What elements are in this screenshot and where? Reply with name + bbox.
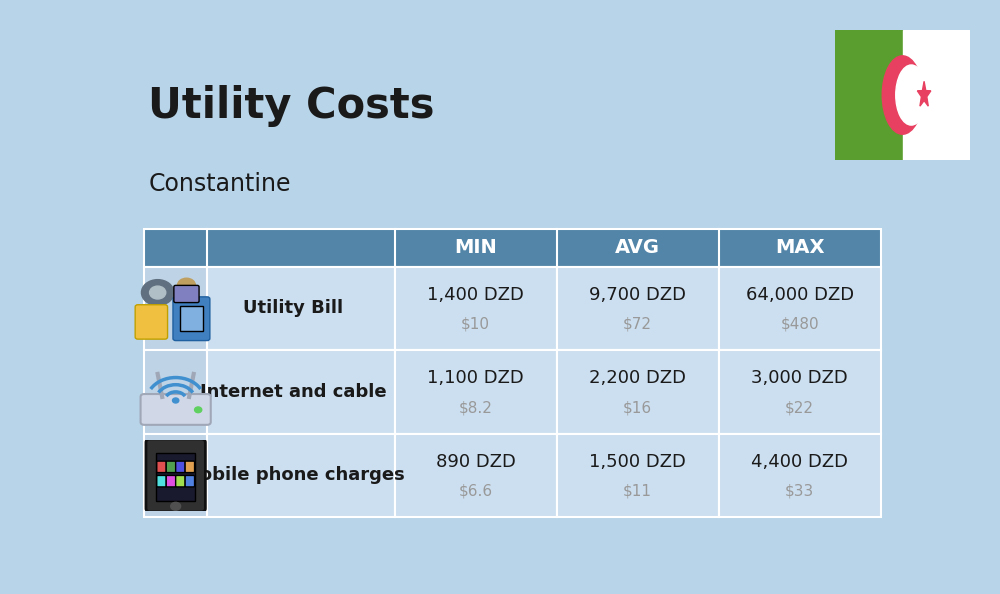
Bar — [902, 30, 970, 160]
Text: Utility Bill: Utility Bill — [243, 299, 343, 317]
FancyBboxPatch shape — [144, 267, 207, 350]
FancyBboxPatch shape — [185, 475, 195, 487]
Text: 4,400 DZD: 4,400 DZD — [751, 453, 848, 470]
Circle shape — [141, 280, 174, 305]
FancyBboxPatch shape — [157, 461, 166, 473]
FancyBboxPatch shape — [166, 475, 176, 487]
FancyBboxPatch shape — [719, 350, 881, 434]
Text: Internet and cable: Internet and cable — [200, 383, 386, 401]
Text: 1,400 DZD: 1,400 DZD — [427, 286, 524, 304]
FancyBboxPatch shape — [395, 350, 557, 434]
Text: $33: $33 — [785, 484, 814, 499]
Circle shape — [195, 407, 202, 413]
Text: $480: $480 — [780, 317, 819, 332]
Text: $72: $72 — [623, 317, 652, 332]
Circle shape — [896, 65, 927, 125]
FancyBboxPatch shape — [144, 229, 881, 267]
Text: $10: $10 — [461, 317, 490, 332]
FancyBboxPatch shape — [176, 475, 185, 487]
Text: MIN: MIN — [454, 238, 497, 257]
Text: 64,000 DZD: 64,000 DZD — [746, 286, 854, 304]
Text: 1,500 DZD: 1,500 DZD — [589, 453, 686, 470]
Circle shape — [150, 286, 166, 299]
FancyBboxPatch shape — [157, 475, 166, 487]
Text: MAX: MAX — [775, 238, 824, 257]
Text: 890 DZD: 890 DZD — [436, 453, 516, 470]
FancyBboxPatch shape — [207, 350, 395, 434]
FancyBboxPatch shape — [395, 267, 557, 350]
Circle shape — [177, 278, 195, 293]
FancyBboxPatch shape — [557, 267, 719, 350]
Text: Constantine: Constantine — [148, 172, 291, 196]
Text: 3,000 DZD: 3,000 DZD — [751, 369, 848, 387]
FancyBboxPatch shape — [173, 297, 210, 340]
FancyBboxPatch shape — [156, 453, 195, 501]
Text: Utility Costs: Utility Costs — [148, 85, 435, 127]
FancyBboxPatch shape — [166, 461, 176, 473]
FancyBboxPatch shape — [135, 305, 168, 339]
Text: $11: $11 — [623, 484, 652, 499]
FancyBboxPatch shape — [557, 434, 719, 517]
Circle shape — [882, 56, 923, 134]
FancyBboxPatch shape — [719, 267, 881, 350]
Text: Mobile phone charges: Mobile phone charges — [182, 466, 404, 485]
FancyBboxPatch shape — [141, 394, 211, 425]
Bar — [835, 30, 902, 160]
FancyBboxPatch shape — [180, 306, 203, 331]
FancyBboxPatch shape — [719, 434, 881, 517]
Circle shape — [173, 398, 179, 403]
Text: $8.2: $8.2 — [459, 400, 493, 415]
Text: $16: $16 — [623, 400, 652, 415]
FancyBboxPatch shape — [207, 267, 395, 350]
Text: 2,200 DZD: 2,200 DZD — [589, 369, 686, 387]
Polygon shape — [917, 81, 931, 106]
FancyBboxPatch shape — [144, 434, 207, 517]
Circle shape — [171, 503, 181, 510]
FancyBboxPatch shape — [176, 461, 185, 473]
Text: 1,100 DZD: 1,100 DZD — [427, 369, 524, 387]
Text: $22: $22 — [785, 400, 814, 415]
FancyBboxPatch shape — [185, 461, 195, 473]
FancyBboxPatch shape — [146, 439, 205, 512]
FancyBboxPatch shape — [395, 434, 557, 517]
FancyBboxPatch shape — [207, 434, 395, 517]
Text: AVG: AVG — [615, 238, 660, 257]
Text: $6.6: $6.6 — [459, 484, 493, 499]
Text: 9,700 DZD: 9,700 DZD — [589, 286, 686, 304]
FancyBboxPatch shape — [174, 285, 199, 302]
FancyBboxPatch shape — [144, 350, 207, 434]
FancyBboxPatch shape — [557, 350, 719, 434]
